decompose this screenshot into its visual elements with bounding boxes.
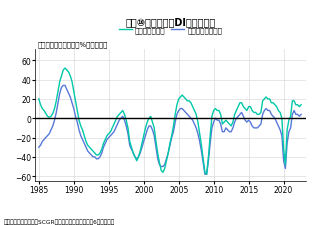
中小企業・製造業	[37, 146, 41, 149]
中小企業・製造業	[131, 152, 135, 155]
Line: 大企業・製造業: 大企業・製造業	[39, 69, 301, 174]
Line: 中小企業・製造業: 中小企業・製造業	[39, 86, 301, 174]
中小企業・製造業	[166, 152, 170, 155]
大企業・製造業	[198, 133, 202, 135]
大企業・製造業	[205, 173, 209, 176]
中小企業・製造業	[206, 160, 210, 162]
中小企業・製造業	[224, 127, 228, 130]
中小企業・製造業	[198, 140, 202, 143]
中小企業・製造業	[61, 85, 65, 87]
Title: 図表⑩　業況判断DI（製造業）: 図表⑩ 業況判断DI（製造業）	[126, 17, 216, 27]
中小企業・製造業	[203, 173, 207, 176]
Text: （出所：日本銀行よりSCGR作成）　（注）最新値は6月（予測）: （出所：日本銀行よりSCGR作成） （注）最新値は6月（予測）	[3, 218, 115, 224]
大企業・製造業	[224, 119, 228, 122]
大企業・製造業	[63, 67, 67, 70]
大企業・製造業	[206, 156, 210, 159]
大企業・製造業	[299, 104, 303, 107]
大企業・製造業	[37, 98, 41, 101]
Legend: 大企業・製造業, 中小企業・製造業: 大企業・製造業, 中小企業・製造業	[116, 24, 225, 36]
中小企業・製造業	[299, 113, 303, 116]
中小企業・製造業	[298, 115, 301, 118]
大企業・製造業	[298, 106, 301, 108]
大企業・製造業	[166, 152, 170, 155]
Text: （「良い」－「悪い」%ポイント）: （「良い」－「悪い」%ポイント）	[38, 42, 108, 48]
大企業・製造業	[131, 152, 135, 155]
